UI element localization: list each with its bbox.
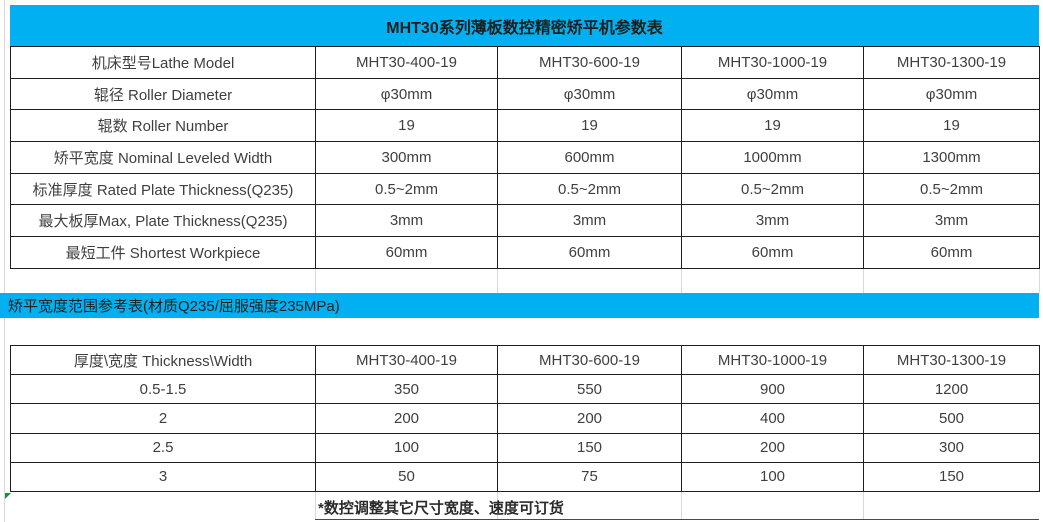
spec-cell: 1000mm bbox=[681, 141, 864, 174]
width-cell: 350 bbox=[315, 374, 498, 405]
width-header-cell: MHT30-1300-19 bbox=[863, 344, 1040, 376]
width-cell: 300 bbox=[863, 432, 1040, 463]
spec-cell: MHT30-1300-19 bbox=[863, 46, 1040, 79]
spec-cell: 0.5~2mm bbox=[315, 172, 498, 206]
width-row-label: 0.5-1.5 bbox=[10, 374, 316, 405]
width-table: 厚度\宽度 Thickness\Width MHT30-400-19 MHT30… bbox=[10, 344, 1040, 492]
width-header-cell: MHT30-600-19 bbox=[497, 344, 682, 376]
width-cell: 100 bbox=[315, 432, 498, 463]
spec-cell: 60mm bbox=[681, 236, 864, 269]
table-row: 辊数 Roller Number 19 19 19 19 bbox=[10, 109, 1040, 143]
table-row: 最大板厚Max, Plate Thickness(Q235) 3mm 3mm 3… bbox=[10, 204, 1040, 238]
width-cell: 50 bbox=[315, 461, 498, 492]
spec-row-label: 矫平宽度 Nominal Leveled Width bbox=[10, 141, 316, 174]
gridline bbox=[681, 492, 682, 519]
spec-cell: 0.5~2mm bbox=[681, 172, 864, 206]
gridline bbox=[1039, 268, 1040, 293]
width-cell: 400 bbox=[681, 403, 864, 434]
width-header-cell: MHT30-1000-19 bbox=[681, 344, 864, 376]
error-flag-icon bbox=[5, 493, 11, 499]
width-cell: 900 bbox=[681, 374, 864, 405]
gridline bbox=[315, 268, 316, 293]
gridline bbox=[497, 492, 498, 519]
spec-cell: φ30mm bbox=[681, 77, 864, 111]
footnote-bottom-border bbox=[315, 519, 1039, 520]
spec-row-label: 辊数 Roller Number bbox=[10, 109, 316, 143]
spec-row-label: 标准厚度 Rated Plate Thickness(Q235) bbox=[10, 172, 316, 206]
spec-cell: 3mm bbox=[315, 204, 498, 238]
spec-cell: φ30mm bbox=[315, 77, 498, 111]
table-header-row: 厚度\宽度 Thickness\Width MHT30-400-19 MHT30… bbox=[10, 344, 1040, 376]
width-cell: 500 bbox=[863, 403, 1040, 434]
width-cell: 75 bbox=[497, 461, 682, 492]
table-row: 0.5-1.5 350 550 900 1200 bbox=[10, 374, 1040, 405]
spec-row-label: 辊径 Roller Diameter bbox=[10, 77, 316, 111]
spec-cell: 3mm bbox=[863, 204, 1040, 238]
spec-row-label: 最短工件 Shortest Workpiece bbox=[10, 236, 316, 269]
table-row: 标准厚度 Rated Plate Thickness(Q235) 0.5~2mm… bbox=[10, 172, 1040, 206]
spec-cell: 3mm bbox=[681, 204, 864, 238]
table-row: 辊径 Roller Diameter φ30mm φ30mm φ30mm φ30… bbox=[10, 77, 1040, 111]
spec-cell: 19 bbox=[315, 109, 498, 143]
gridline bbox=[681, 268, 682, 293]
spec-cell: 60mm bbox=[315, 236, 498, 269]
spec-cell: 0.5~2mm bbox=[497, 172, 682, 206]
spec-cell: 0.5~2mm bbox=[863, 172, 1040, 206]
spec-cell: 300mm bbox=[315, 141, 498, 174]
spec-cell: 19 bbox=[863, 109, 1040, 143]
spec-cell: 600mm bbox=[497, 141, 682, 174]
table-row: 3 50 75 100 150 bbox=[10, 461, 1040, 492]
gridline bbox=[863, 268, 864, 293]
spec-cell: φ30mm bbox=[497, 77, 682, 111]
spec-table: 机床型号Lathe Model MHT30-400-19 MHT30-600-1… bbox=[10, 46, 1040, 269]
gridline-column-a bbox=[4, 0, 5, 522]
spec-cell: 60mm bbox=[863, 236, 1040, 269]
section-header: 矫平宽度范围参考表(材质Q235/屈服强度235MPa) bbox=[0, 293, 1039, 318]
width-cell: 1200 bbox=[863, 374, 1040, 405]
width-cell: 100 bbox=[681, 461, 864, 492]
width-cell: 200 bbox=[681, 432, 864, 463]
gridline bbox=[315, 492, 316, 519]
width-cell: 200 bbox=[315, 403, 498, 434]
spec-cell: 19 bbox=[497, 109, 682, 143]
table-row: 矫平宽度 Nominal Leveled Width 300mm 600mm 1… bbox=[10, 141, 1040, 174]
width-row-label: 2.5 bbox=[10, 432, 316, 463]
spec-row-label: 机床型号Lathe Model bbox=[10, 46, 316, 79]
width-cell: 200 bbox=[497, 403, 682, 434]
spec-cell: 3mm bbox=[497, 204, 682, 238]
width-cell: 550 bbox=[497, 374, 682, 405]
spec-row-label: 最大板厚Max, Plate Thickness(Q235) bbox=[10, 204, 316, 238]
gridline bbox=[863, 492, 864, 519]
footnote: *数控调整其它尺寸宽度、速度可订货 bbox=[318, 500, 564, 517]
table-row: 最短工件 Shortest Workpiece 60mm 60mm 60mm 6… bbox=[10, 236, 1040, 269]
width-row-label: 2 bbox=[10, 403, 316, 434]
width-cell: 150 bbox=[497, 432, 682, 463]
spec-cell: 1300mm bbox=[863, 141, 1040, 174]
spec-cell: MHT30-400-19 bbox=[315, 46, 498, 79]
spec-cell: 60mm bbox=[497, 236, 682, 269]
spec-cell: φ30mm bbox=[863, 77, 1040, 111]
width-row-label: 3 bbox=[10, 461, 316, 492]
spec-cell: MHT30-1000-19 bbox=[681, 46, 864, 79]
table-row: 2.5 100 150 200 300 bbox=[10, 432, 1040, 463]
width-cell: 150 bbox=[863, 461, 1040, 492]
table-row: 2 200 200 400 500 bbox=[10, 403, 1040, 434]
gridline bbox=[497, 268, 498, 293]
width-header-cell: MHT30-400-19 bbox=[315, 344, 498, 376]
page-title: MHT30系列薄板数控精密矫平机参数表 bbox=[10, 5, 1039, 46]
spec-cell: 19 bbox=[681, 109, 864, 143]
table-row: 机床型号Lathe Model MHT30-400-19 MHT30-600-1… bbox=[10, 46, 1040, 79]
spec-cell: MHT30-600-19 bbox=[497, 46, 682, 79]
width-header-cell: 厚度\宽度 Thickness\Width bbox=[10, 344, 316, 376]
